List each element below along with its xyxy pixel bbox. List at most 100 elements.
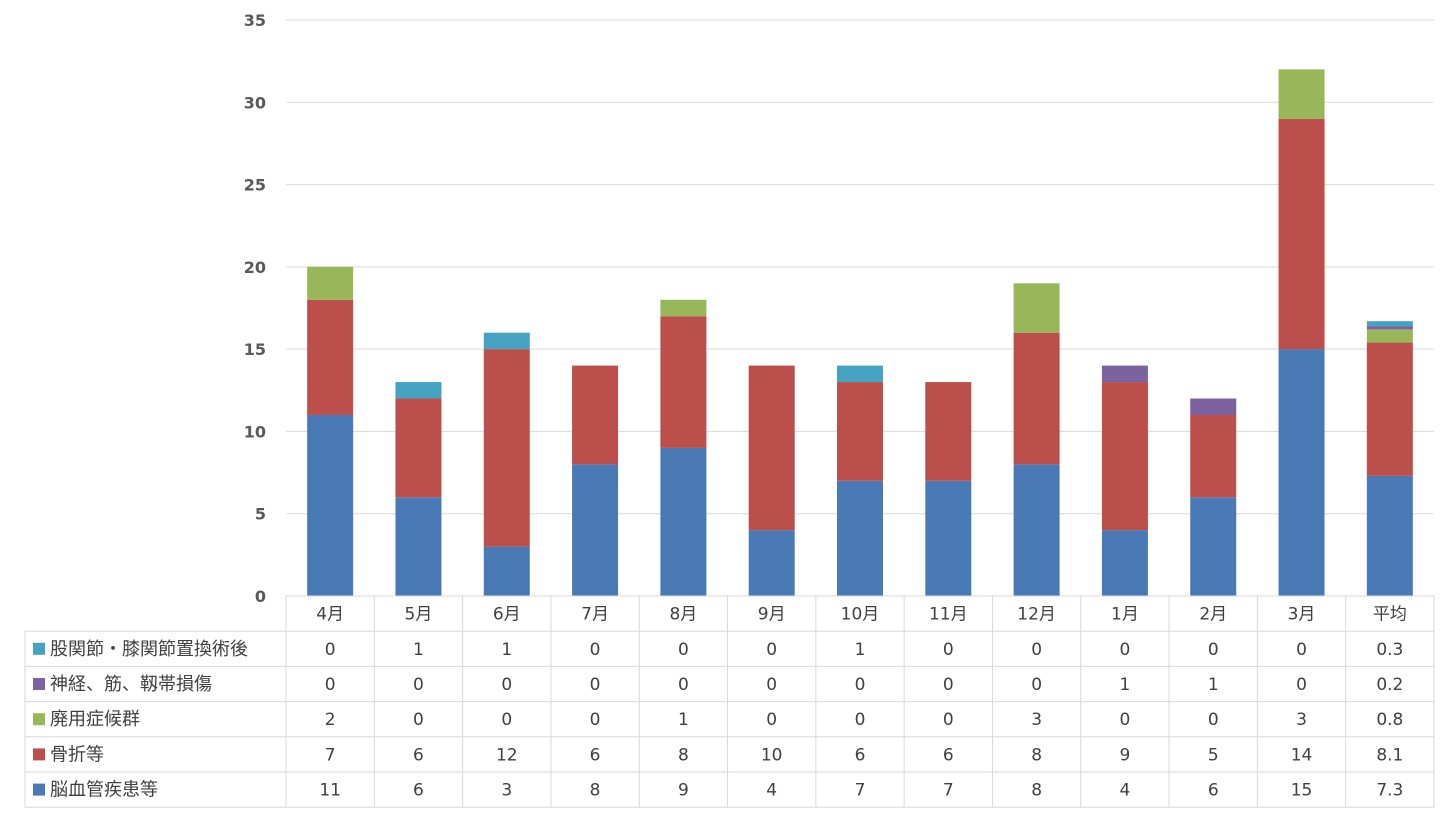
data-label: 6 [943, 745, 954, 765]
data-label: 12 [496, 745, 518, 765]
data-label: 5 [1208, 745, 1219, 765]
bar-segment [1190, 398, 1237, 415]
x-tick-label: 6月 [493, 605, 521, 625]
x-tick-label: 7月 [581, 605, 609, 625]
bar-segment [925, 480, 972, 596]
data-label: 0 [590, 675, 601, 695]
bar-segment [1278, 69, 1325, 119]
x-tick-label: 平均 [1373, 605, 1407, 625]
legend-entry: 骨折等 [50, 744, 104, 765]
y-tick-label: 25 [244, 176, 266, 195]
data-label: 0.3 [1376, 640, 1403, 660]
data-label: 3 [1296, 710, 1307, 730]
data-label: 8 [1031, 745, 1042, 765]
y-tick-label: 35 [244, 11, 266, 30]
data-label: 0 [766, 675, 777, 695]
bar-segment [660, 316, 707, 448]
bar-segment [1190, 414, 1237, 498]
data-label: 6 [855, 745, 866, 765]
y-tick-label: 0 [255, 587, 266, 606]
data-label: 0 [1208, 710, 1219, 730]
data-label: 7 [855, 781, 866, 801]
data-label: 3 [501, 781, 512, 801]
y-tick-label: 20 [244, 258, 266, 277]
bar-segment [748, 365, 795, 531]
data-label: 0 [766, 640, 777, 660]
legend-entry: 脳血管疾患等 [50, 780, 158, 801]
gridlines [286, 19, 1434, 515]
data-label: 1 [501, 640, 512, 660]
data-label: 4 [1120, 781, 1131, 801]
data-label: 0 [325, 675, 336, 695]
data-label: 9 [1120, 745, 1131, 765]
bar-segment [660, 447, 707, 596]
bar-segment [1013, 332, 1060, 465]
data-label: 0.8 [1376, 710, 1403, 730]
x-tick-label: 4月 [316, 605, 344, 625]
bar-segment [307, 414, 354, 596]
legend-swatch [33, 713, 45, 726]
bar-segment [395, 398, 442, 498]
legend-entry: 股関節・膝関節置換術後 [50, 639, 248, 660]
data-label: 0.2 [1376, 675, 1403, 695]
data-label: 0 [678, 640, 689, 660]
data-label: 0 [1296, 640, 1307, 660]
x-tick-label: 10月 [841, 605, 880, 625]
data-label: 8 [1031, 781, 1042, 801]
bar-segment [1366, 475, 1413, 596]
data-label: 0 [943, 675, 954, 695]
bar-segment [660, 299, 707, 317]
bar-segment [1013, 283, 1060, 333]
data-label: 0 [325, 640, 336, 660]
data-label: 0 [1120, 640, 1131, 660]
data-label: 2 [325, 710, 336, 730]
bar-segment [572, 464, 619, 596]
bar-segment [1278, 349, 1325, 596]
bar-segment [837, 365, 883, 383]
data-label: 0 [855, 675, 866, 695]
y-tick-label: 15 [244, 340, 266, 359]
data-label: 0 [1208, 640, 1219, 660]
data-label: 4 [766, 781, 777, 801]
data-label: 8.1 [1376, 745, 1403, 765]
bar-segment [483, 546, 530, 596]
data-label: 7.3 [1376, 781, 1403, 801]
data-label: 6 [590, 745, 601, 765]
bar-segment [483, 349, 530, 547]
x-tick-label: 1月 [1111, 605, 1139, 625]
data-label: 7 [325, 745, 336, 765]
legend-swatch [33, 748, 45, 761]
bar-segment [1101, 382, 1148, 531]
data-label: 0 [1031, 675, 1042, 695]
x-tick-label: 12月 [1017, 605, 1056, 625]
data-label: 0 [590, 640, 601, 660]
x-tick-label: 8月 [669, 605, 697, 625]
data-label: 0 [1120, 710, 1131, 730]
x-tick-label: 5月 [405, 605, 433, 625]
data-label: 0 [678, 675, 689, 695]
bar-segment [1366, 342, 1413, 476]
bar-segment [307, 299, 354, 415]
x-tick-label: 3月 [1288, 605, 1316, 625]
bar-segment [748, 530, 795, 596]
x-tick-label: 2月 [1199, 605, 1227, 625]
data-label: 11 [319, 781, 341, 801]
legend-entry: 廃用症候群 [50, 709, 140, 730]
data-label: 0 [943, 710, 954, 730]
data-label: 1 [855, 640, 866, 660]
bar-segment [483, 332, 530, 350]
data-label: 3 [1031, 710, 1042, 730]
bar-segment [307, 266, 354, 300]
data-label: 1 [1120, 675, 1131, 695]
legend-swatch [33, 642, 45, 655]
bar-segment [395, 382, 442, 399]
data-label: 0 [1296, 675, 1307, 695]
bar-segment [925, 382, 972, 481]
data-label: 1 [678, 710, 689, 730]
x-tick-label: 11月 [929, 605, 968, 625]
legend-swatch [33, 783, 45, 796]
data-label: 0 [766, 710, 777, 730]
bar-segment [1013, 464, 1060, 596]
data-label: 8 [590, 781, 601, 801]
